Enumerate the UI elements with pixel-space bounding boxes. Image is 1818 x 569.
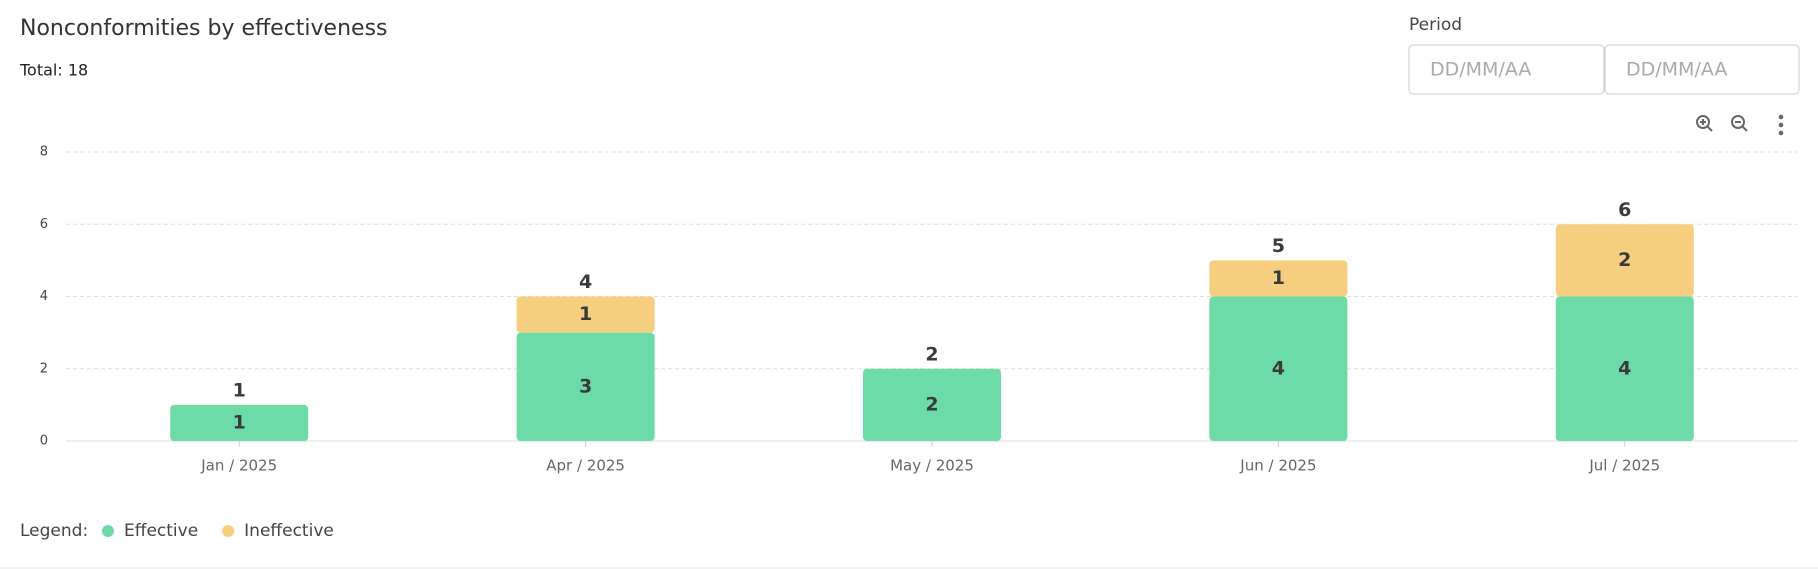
segment-label: 2: [1618, 249, 1631, 271]
total: Total: 18: [19, 61, 88, 80]
y-tick-label: 0: [40, 434, 48, 449]
segment-label: 1: [1272, 267, 1285, 289]
bar-segment: [516, 332, 655, 441]
segment-label: 1: [579, 303, 592, 325]
x-tick-label: Apr / 2025: [546, 457, 625, 475]
total-label: 4: [579, 271, 592, 293]
bar-segment: [1555, 296, 1694, 441]
total-label: 6: [1618, 199, 1631, 221]
bar-segment: [170, 404, 309, 441]
segment-label: 2: [925, 393, 938, 415]
segment-label: 1: [233, 411, 246, 433]
y-tick-label: 6: [40, 217, 48, 232]
legend-entry: Effective: [124, 521, 198, 541]
legend-label: Legend:: [20, 521, 88, 541]
segment-label: 4: [1618, 357, 1631, 379]
bar-segment: [516, 296, 655, 333]
date-from-placeholder: DD/MM/AA: [1430, 59, 1531, 81]
y-tick-label: 4: [40, 289, 48, 304]
menu[interactable]: [1778, 114, 1784, 136]
zoom-in[interactable]: [1696, 115, 1713, 132]
zoom-out[interactable]: [1731, 115, 1748, 132]
legend-swatch: [222, 525, 235, 537]
bar-segment: [1209, 296, 1348, 441]
y-tick-label: 8: [40, 145, 48, 160]
x-tick-label: May / 2025: [890, 457, 974, 475]
legend-swatch: [102, 525, 114, 537]
y-tick-label: 2: [40, 361, 48, 376]
date-to-placeholder: DD/MM/AA: [1626, 59, 1727, 81]
segment-label: 3: [579, 375, 592, 397]
x-tick-label: Jan / 2025: [200, 457, 277, 475]
total-label: 5: [1272, 235, 1285, 257]
total-label: 2: [925, 343, 938, 365]
total-label: 1: [233, 379, 246, 401]
period-label: Period: [1409, 15, 1462, 35]
bar-segment: [863, 368, 1001, 441]
date-to-input[interactable]: [1604, 44, 1800, 95]
segment-label: 4: [1272, 357, 1285, 379]
date-from-input[interactable]: [1408, 44, 1605, 95]
bar-segment: [1555, 224, 1694, 297]
chart-title: Nonconformities by effectiveness: [20, 16, 388, 41]
x-tick-label: Jun / 2025: [1239, 457, 1316, 475]
bar-segment: [1209, 260, 1348, 297]
legend-entry: Ineffective: [244, 521, 334, 541]
x-tick-label: Jul / 2025: [1588, 457, 1660, 475]
